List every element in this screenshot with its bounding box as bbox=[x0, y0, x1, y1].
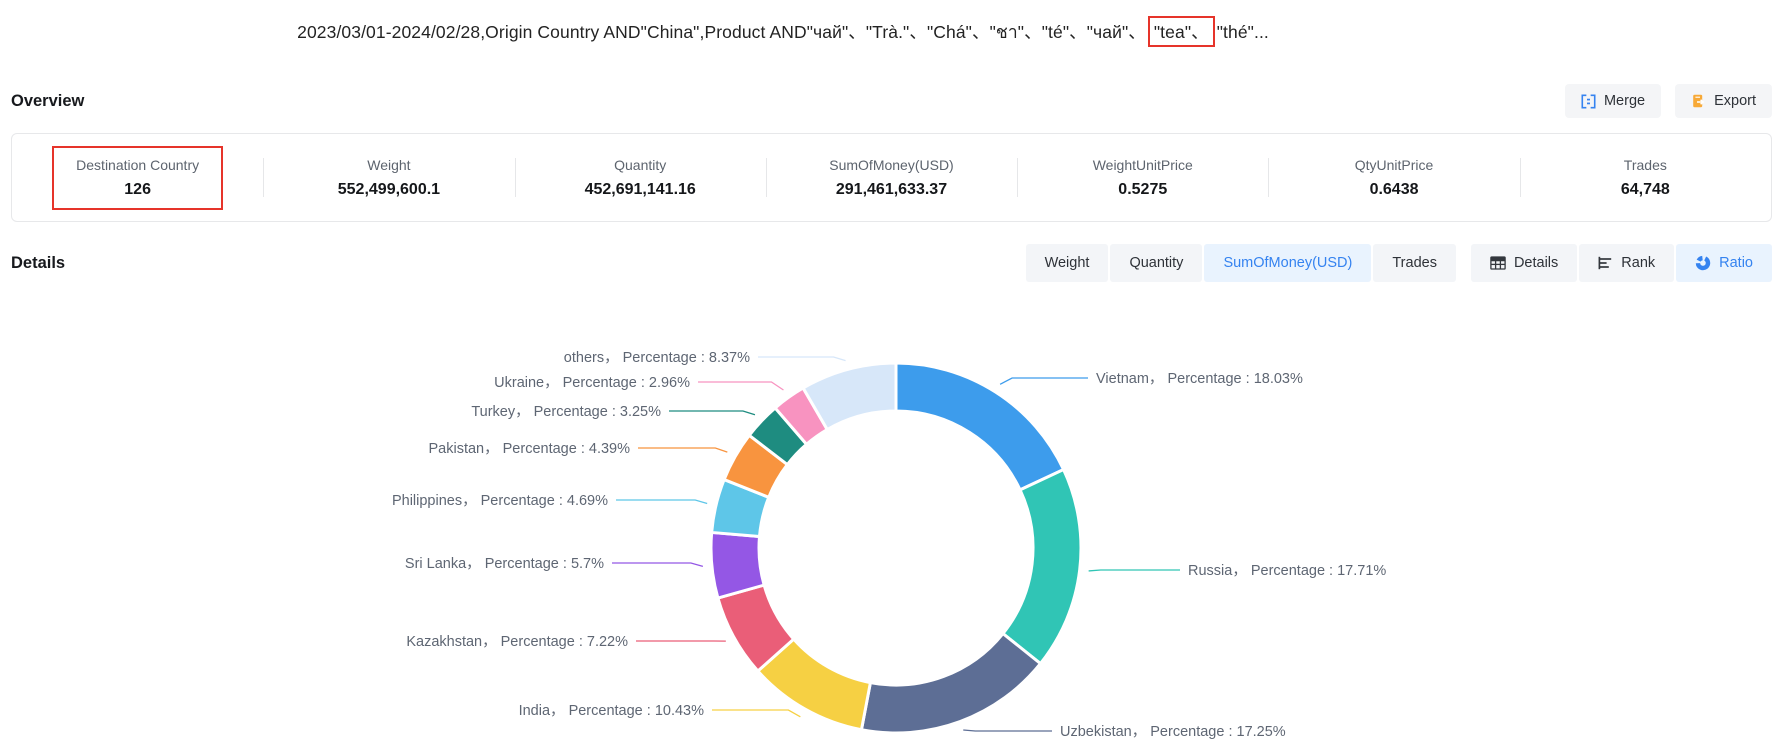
tab-details-view[interactable]: Details bbox=[1470, 244, 1578, 282]
pie-label-sri-lanka: Sri Lanka， Percentage : 5.7% bbox=[405, 556, 604, 572]
pie-leader-uzbekistan bbox=[963, 729, 1052, 732]
stat-weight-unit-price: WeightUnitPrice 0.5275 bbox=[1017, 134, 1268, 221]
pie-slice-sri-lanka[interactable] bbox=[709, 530, 766, 600]
pie-label-kazakhstan: Kazakhstan， Percentage : 7.22% bbox=[406, 634, 628, 650]
pie-label-ukraine: Ukraine， Percentage : 2.96% bbox=[494, 375, 690, 391]
stat-trades: Trades 64,748 bbox=[1519, 134, 1771, 221]
stat-label: SumOfMoney(USD) bbox=[829, 156, 954, 173]
pie-label-uzbekistan: Uzbekistan， Percentage : 17.25% bbox=[1060, 724, 1286, 740]
stat-destination-country: Destination Country 126 bbox=[12, 134, 263, 221]
stat-sum-of-money: SumOfMoney(USD) 291,461,633.37 bbox=[765, 134, 1017, 221]
annotation-box-tea: "tea"、 bbox=[1147, 16, 1215, 47]
pie-leader-others bbox=[758, 356, 846, 362]
pie-leader-turkey bbox=[669, 410, 756, 416]
details-heading: Details bbox=[11, 253, 66, 272]
stat-label: WeightUnitPrice bbox=[1092, 156, 1193, 173]
pie-leader-philippines bbox=[616, 499, 708, 505]
tab-quantity[interactable]: Quantity bbox=[1110, 244, 1203, 282]
merge-button[interactable]: Merge bbox=[1564, 84, 1662, 118]
pie-label-vietnam: Vietnam， Percentage : 18.03% bbox=[1096, 371, 1303, 387]
pie-label-india: India， Percentage : 10.43% bbox=[519, 703, 705, 719]
stat-weight: Weight 552,499,600.1 bbox=[263, 134, 514, 221]
stat-label: QtyUnitPrice bbox=[1354, 156, 1434, 173]
stat-value: 0.5275 bbox=[1118, 180, 1168, 198]
tab-sum-of-money[interactable]: SumOfMoney(USD) bbox=[1204, 244, 1372, 282]
pie-slice-russia[interactable] bbox=[1000, 467, 1083, 666]
stat-value: 452,691,141.16 bbox=[584, 180, 696, 198]
stat-label: Weight bbox=[367, 156, 411, 173]
pie-leader-india bbox=[712, 709, 801, 718]
query-text-before: 2023/03/01-2024/02/28,Origin Country AND… bbox=[297, 22, 1146, 42]
stat-value: 64,748 bbox=[1620, 180, 1670, 198]
pie-slice-vietnam[interactable] bbox=[894, 361, 1066, 492]
overview-heading: Overview bbox=[11, 91, 85, 110]
pie-label-philippines: Philippines， Percentage : 4.69% bbox=[392, 493, 608, 509]
stat-qty-unit-price: QtyUnitPrice 0.6438 bbox=[1268, 134, 1519, 221]
pie-leader-ukraine bbox=[698, 381, 784, 391]
view-tabs: Details Rank Ratio bbox=[1470, 244, 1772, 282]
pie-slice-uzbekistan[interactable] bbox=[859, 631, 1043, 735]
tab-trades[interactable]: Trades bbox=[1373, 244, 1456, 282]
pie-leader-sri-lanka bbox=[612, 562, 704, 568]
export-button[interactable]: Export bbox=[1675, 84, 1772, 118]
stat-value: 0.6438 bbox=[1369, 180, 1419, 198]
pie-label-russia: Russia， Percentage : 17.71% bbox=[1188, 563, 1386, 579]
export-icon bbox=[1691, 94, 1706, 109]
donut-chart-icon bbox=[1695, 255, 1711, 271]
table-icon bbox=[1490, 256, 1506, 270]
stat-label: Quantity bbox=[614, 156, 667, 173]
ratio-donut-chart: Vietnam， Percentage : 18.03% Russia， Perc… bbox=[392, 350, 1386, 740]
pie-label-pakistan: Pakistan， Percentage : 4.39% bbox=[428, 441, 630, 457]
stat-value: 552,499,600.1 bbox=[337, 180, 441, 198]
stat-value: 291,461,633.37 bbox=[835, 180, 948, 198]
annotation-box-destination-country: Destination Country 126 bbox=[52, 145, 224, 210]
merge-icon bbox=[1581, 93, 1596, 109]
query-highlight: "tea"、 bbox=[1153, 22, 1209, 42]
stat-value: 126 bbox=[124, 180, 151, 198]
pie-leader-russia bbox=[1088, 569, 1180, 572]
query-title: 2023/03/01-2024/02/28,Origin Country AND… bbox=[0, 16, 1566, 47]
pie-label-turkey: Turkey， Percentage : 3.25% bbox=[471, 404, 661, 420]
stat-quantity: Quantity 452,691,141.16 bbox=[514, 134, 766, 221]
overview-stats-card: Destination Country 126 Weight 552,499,6… bbox=[11, 133, 1772, 222]
tab-weight[interactable]: Weight bbox=[1025, 244, 1109, 282]
pie-leader-pakistan bbox=[638, 447, 728, 453]
metric-tabs: Weight Quantity SumOfMoney(USD) Trades bbox=[1025, 244, 1456, 282]
rank-icon bbox=[1598, 256, 1613, 270]
stat-label: Destination Country bbox=[76, 156, 200, 173]
tab-ratio-view[interactable]: Ratio bbox=[1676, 244, 1772, 282]
stat-label: Trades bbox=[1623, 156, 1667, 173]
pie-leader-vietnam bbox=[999, 377, 1088, 385]
query-text-after: "thé"... bbox=[1216, 22, 1269, 42]
pie-slice-others[interactable] bbox=[801, 361, 898, 432]
pie-label-others: others， Percentage : 8.37% bbox=[564, 350, 750, 366]
tab-rank-view[interactable]: Rank bbox=[1579, 244, 1675, 282]
